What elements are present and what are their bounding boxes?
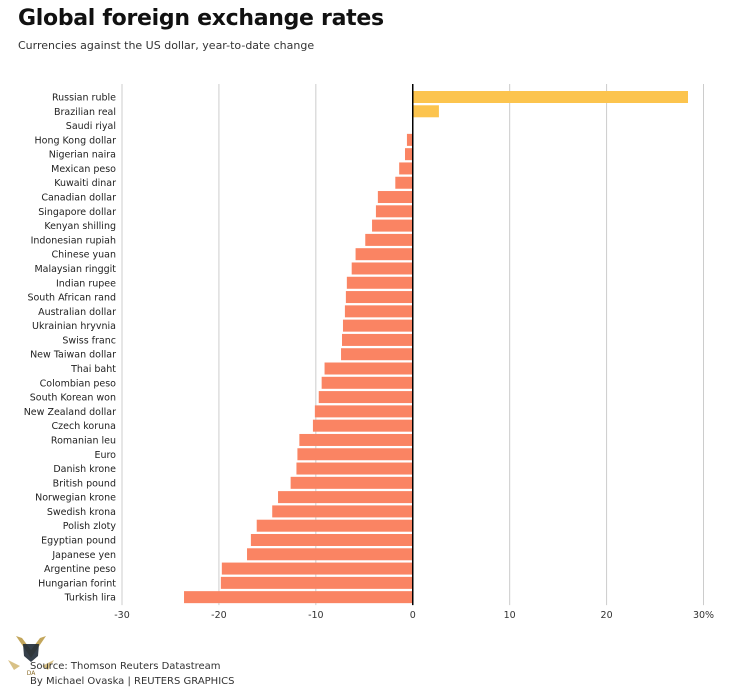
x-tick-label: -30 xyxy=(114,610,130,621)
bar-nigerian-naira xyxy=(404,148,413,161)
category-label: Euro xyxy=(94,450,116,461)
bar-danish-krone xyxy=(296,462,413,475)
category-label: Saudi riyal xyxy=(66,121,116,132)
category-label: Kuwaiti dinar xyxy=(54,178,116,189)
bars xyxy=(184,91,688,604)
bar-polish-zloty xyxy=(256,519,413,532)
category-label: Norwegian krone xyxy=(35,493,116,504)
bar-czech-koruna xyxy=(312,419,413,432)
category-label: Canadian dollar xyxy=(41,193,116,204)
bar-canadian-dollar xyxy=(377,191,413,204)
x-tick-label: 10 xyxy=(504,610,516,621)
category-label: Danish krone xyxy=(53,464,116,475)
x-tick-label: -10 xyxy=(308,610,324,621)
bar-mexican-peso xyxy=(399,162,413,175)
bar-russian-ruble xyxy=(412,91,688,103)
credit-note: By Michael Ovaska | REUTERS GRAPHICS xyxy=(30,676,235,687)
x-axis-ticks: -30 -20 -10 0 10 20 30% xyxy=(114,610,714,621)
bar-indian-rupee xyxy=(346,276,413,289)
bar-romanian-leu xyxy=(299,433,413,446)
bar-singapore-dollar xyxy=(375,205,413,218)
source-note: Source: Thomson Reuters Datastream xyxy=(30,661,221,672)
bar-malaysian-ringgit xyxy=(351,262,413,275)
category-label: Chinese yuan xyxy=(52,250,116,261)
category-label: Russian ruble xyxy=(52,93,116,104)
category-labels: Russian ruble Brazilian real Saudi riyal Ho… xyxy=(24,93,117,604)
x-tick-label: 30% xyxy=(693,610,714,621)
category-label: British pound xyxy=(53,478,116,489)
bar-brazilian-real xyxy=(412,105,439,118)
category-label: Polish zloty xyxy=(63,521,117,532)
category-label: Malaysian ringgit xyxy=(34,264,116,275)
category-label: Mexican peso xyxy=(51,164,116,175)
bar-swiss-franc xyxy=(342,333,413,346)
x-tick-label: -20 xyxy=(211,610,227,621)
bar-thai-baht xyxy=(324,362,413,375)
bar-south-african-rand xyxy=(345,291,413,304)
category-label: Czech koruna xyxy=(52,421,116,432)
chart-subtitle: Currencies against the US dollar, year-t… xyxy=(18,39,315,52)
category-label: Ukrainian hryvnia xyxy=(32,321,116,332)
category-label: Nigerian naira xyxy=(49,150,116,161)
x-tick-label: 20 xyxy=(601,610,613,621)
bar-hong-kong-dollar xyxy=(406,133,413,146)
category-label: Hong Kong dollar xyxy=(34,135,116,146)
chart-title: Global foreign exchange rates xyxy=(18,6,384,31)
category-label: Australian dollar xyxy=(38,307,116,318)
bar-ukrainian-hryvnia xyxy=(342,319,413,332)
svg-text:DA: DA xyxy=(27,670,37,677)
category-label: Argentine peso xyxy=(44,564,116,575)
bar-indonesian-rupiah xyxy=(365,233,413,246)
category-label: Thai baht xyxy=(70,364,116,375)
category-label: Kenyan shilling xyxy=(44,221,116,232)
x-tick-label: 0 xyxy=(410,610,416,621)
watermark-logo-icon: DA xyxy=(8,636,54,677)
bar-hungarian-forint xyxy=(220,576,413,589)
bar-turkish-lira xyxy=(184,591,413,604)
category-label: Indonesian rupiah xyxy=(31,235,116,246)
category-label: Egyptian pound xyxy=(41,535,116,546)
category-label: Swiss franc xyxy=(62,335,116,346)
bar-chinese-yuan xyxy=(355,248,413,261)
category-label: Singapore dollar xyxy=(38,207,116,218)
category-label: Colombian peso xyxy=(40,378,117,389)
category-label: New Taiwan dollar xyxy=(30,350,116,361)
category-label: South Korean won xyxy=(30,393,116,404)
category-label: South African rand xyxy=(27,293,116,304)
bar-euro xyxy=(297,448,413,461)
category-label: Hungarian forint xyxy=(38,578,116,589)
category-label: Japanese yen xyxy=(51,550,116,561)
category-label: Turkish lira xyxy=(64,593,116,604)
bar-new-zealand-dollar xyxy=(314,405,413,418)
bar-australian-dollar xyxy=(344,305,413,318)
bar-norwegian-krone xyxy=(278,491,413,504)
bar-swedish-krona xyxy=(272,505,413,518)
bar-south-korean-won xyxy=(318,391,413,404)
category-label: Brazilian real xyxy=(54,107,116,118)
bar-egyptian-pound xyxy=(250,533,413,546)
bar-argentine-peso xyxy=(221,562,413,575)
category-label: Romanian leu xyxy=(51,435,116,446)
category-label: Indian rupee xyxy=(56,278,116,289)
category-label: New Zealand dollar xyxy=(24,407,116,418)
bar-colombian-peso xyxy=(321,376,413,389)
bar-kenyan-shilling xyxy=(372,219,413,232)
bar-british-pound xyxy=(290,476,413,489)
category-label: Swedish krona xyxy=(47,507,116,518)
bar-new-taiwan-dollar xyxy=(341,348,413,361)
bar-kuwaiti-dinar xyxy=(395,176,413,189)
bar-japanese-yen xyxy=(247,548,413,561)
gridlines xyxy=(121,84,704,606)
